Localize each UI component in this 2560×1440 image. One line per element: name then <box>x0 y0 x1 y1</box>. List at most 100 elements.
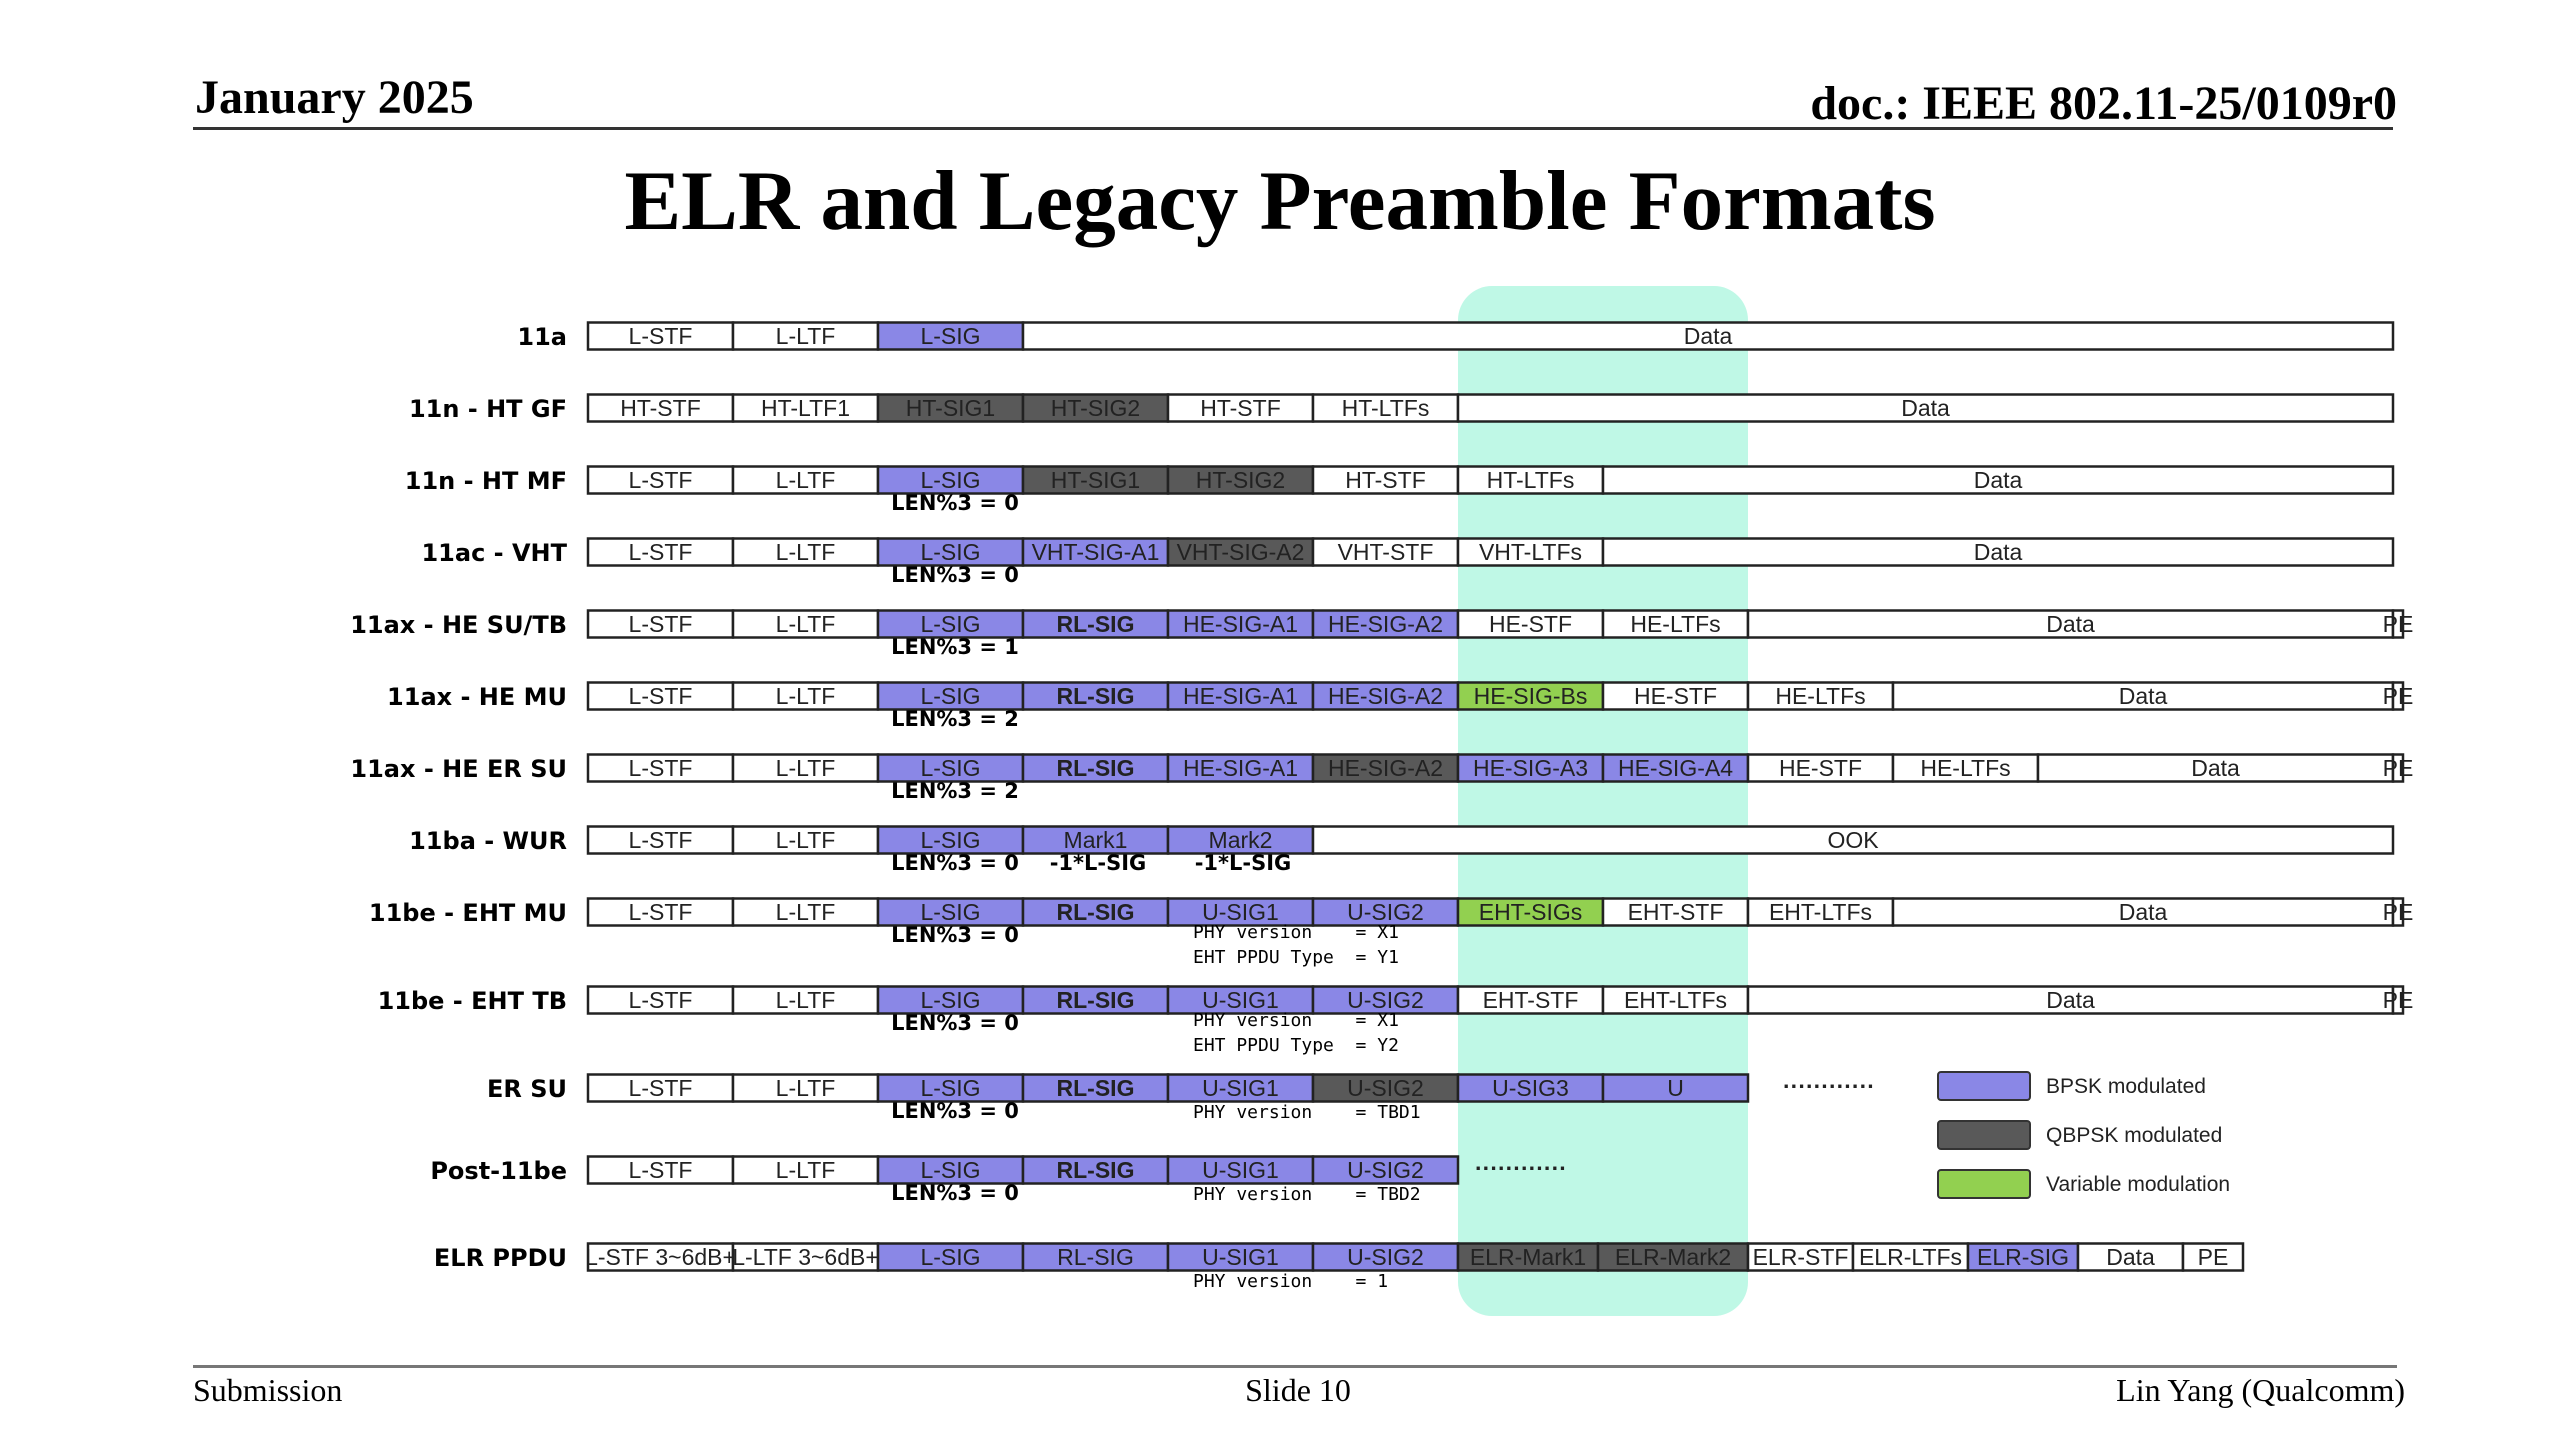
field-label: Data <box>1684 323 1733 349</box>
field-label: HE-SIG-A1 <box>1183 611 1298 637</box>
field-box <box>586 681 735 711</box>
field-label: HE-LTFs <box>1630 611 1720 637</box>
field-label: EHT-LTFs <box>1769 899 1872 925</box>
field-label: EHT-SIGs <box>1479 899 1583 925</box>
field-label: HE-SIG-A1 <box>1183 683 1298 709</box>
field-ht-stf: HT-STF <box>1166 393 1315 423</box>
field-box <box>1166 1155 1315 1185</box>
field-he-sig-bs: HE-SIG-Bs <box>1456 681 1605 711</box>
field-rl-sig: RL-SIG <box>1021 1242 1170 1272</box>
field-label: HT-STF <box>1345 467 1426 493</box>
field-note: LEN%3 = 0 <box>891 1011 1019 1035</box>
field-box <box>1166 985 1315 1015</box>
field-elr-ltfs: ELR-LTFs <box>1851 1242 1970 1272</box>
field-label: Data <box>2046 611 2095 637</box>
field-note: -1*L-SIG <box>1050 851 1147 875</box>
field-label: L-STF <box>629 611 693 637</box>
field-he-stf: HE-STF <box>1601 681 1750 711</box>
field-box <box>1311 681 1460 711</box>
field-label: Data <box>2106 1244 2155 1270</box>
field-elr-sig: ELR-SIG <box>1966 1242 2080 1272</box>
field-l-stf: L-STF <box>586 985 735 1015</box>
footer-author: Lin Yang (Qualcomm) <box>2116 1372 2405 1408</box>
field-u: U <box>1601 1073 1750 1103</box>
row-label: 11ax - HE SU/TB <box>350 611 567 639</box>
field-he-stf: HE-STF <box>1746 753 1895 783</box>
field-label: HE-SIG-A3 <box>1473 755 1588 781</box>
field-box <box>1166 825 1315 855</box>
field-label: HE-SIG-A1 <box>1183 755 1298 781</box>
field-label: L-SIG <box>920 611 980 637</box>
row-label: 11n - HT GF <box>409 395 567 423</box>
row-11a: 11a L-STF L-LTF L-SIG Data <box>517 321 2395 351</box>
field-u-sig2: U-SIG2 <box>1311 897 1460 927</box>
field-label: Data <box>2191 755 2240 781</box>
field-label: PE <box>2383 899 2414 925</box>
field-label: PE <box>2383 683 2414 709</box>
row-post-11be: Post-11be L-STF L-LTF L-SIG RL-SIG U-SIG1 U-SI… <box>430 1155 1567 1205</box>
field-box <box>586 393 735 423</box>
field-rl-sig: RL-SIG <box>1021 609 1170 639</box>
field-l-stf: L-STF <box>586 465 735 495</box>
legend-label: BPSK modulated <box>2046 1075 2206 1098</box>
row-label: 11be - EHT TB <box>378 987 567 1015</box>
field-box <box>1456 897 1605 927</box>
footer-submission: Submission <box>193 1372 343 1408</box>
legend-item-bpsk-modulated: BPSK modulated <box>1937 1071 2206 1101</box>
field-l-ltf: L-LTF <box>731 985 880 1015</box>
field-box <box>1021 537 1170 567</box>
field-mark2: Mark2 <box>1166 825 1315 855</box>
field-label: Data <box>2046 987 2095 1013</box>
field-rl-sig: RL-SIG <box>1021 897 1170 927</box>
field-box <box>586 321 735 351</box>
field-label: ELR-SIG <box>1977 1244 2069 1270</box>
field-box <box>1746 897 1895 927</box>
row-label: ER SU <box>487 1075 567 1103</box>
field-label: U-SIG2 <box>1347 987 1424 1013</box>
field-label: PE <box>2383 987 2414 1013</box>
field-box <box>1311 1155 1460 1185</box>
field-label: U <box>1667 1075 1684 1101</box>
field-label: L-STF <box>629 467 693 493</box>
field-box <box>1021 1242 1170 1272</box>
field-label: RL-SIG <box>1057 899 1135 925</box>
field-label: RL-SIG <box>1057 611 1135 637</box>
field-u-sig1: U-SIG1 <box>1166 1155 1315 1185</box>
row-11n-ht-gf: 11n - HT GF HT-STF HT-LTF1 HT-SIG1 HT-SIG2 HT… <box>409 393 2395 423</box>
field-label: L-STF 3~6dB+ <box>585 1244 736 1270</box>
field-box <box>1311 1073 1460 1103</box>
field-note: PHY version = TBD1 <box>1193 1102 1421 1123</box>
row-11ba-wur: 11ba - WUR L-STF L-LTF L-SIG Mark1 Mark2 OOK LE… <box>409 825 2395 875</box>
field-vht-sig-a2: VHT-SIG-A2 <box>1166 537 1315 567</box>
field-label: Data <box>1974 539 2023 565</box>
field-label: EHT-STF <box>1628 899 1724 925</box>
field-box <box>1021 753 1170 783</box>
field-box <box>1601 897 1750 927</box>
field-l-stf-3-6db: L-STF 3~6dB+ <box>585 1242 736 1272</box>
field-he-sig-a4: HE-SIG-A4 <box>1601 753 1750 783</box>
field-label: RL-SIG <box>1057 987 1135 1013</box>
field-elr-mark2: ELR-Mark2 <box>1596 1242 1750 1272</box>
field-l-ltf: L-LTF <box>731 609 880 639</box>
legend-swatch <box>1937 1120 2031 1150</box>
field-label: HT-LTFs <box>1487 467 1575 493</box>
field-he-sig-a1: HE-SIG-A1 <box>1166 681 1315 711</box>
field-data: Data <box>1601 465 2395 495</box>
field-he-sig-a2: HE-SIG-A2 <box>1311 753 1460 783</box>
field-box <box>876 609 1025 639</box>
field-label: VHT-STF <box>1338 539 1434 565</box>
field-label: U-SIG1 <box>1202 1244 1279 1270</box>
field-label: Mark2 <box>1209 827 1273 853</box>
field-l-sig: L-SIG <box>876 825 1025 855</box>
field-box <box>876 681 1025 711</box>
field-note: LEN%3 = 2 <box>891 779 1019 803</box>
field-label: U-SIG1 <box>1202 899 1279 925</box>
field-label: L-SIG <box>920 467 980 493</box>
field-label: HT-LTFs <box>1342 395 1430 421</box>
field-note: -1*L-SIG <box>1195 851 1292 875</box>
field-l-sig: L-SIG <box>876 1073 1025 1103</box>
footer-rule <box>193 1365 2397 1368</box>
legend-label: Variable modulation <box>2046 1173 2230 1196</box>
field-box <box>1021 681 1170 711</box>
field-box <box>731 393 880 423</box>
